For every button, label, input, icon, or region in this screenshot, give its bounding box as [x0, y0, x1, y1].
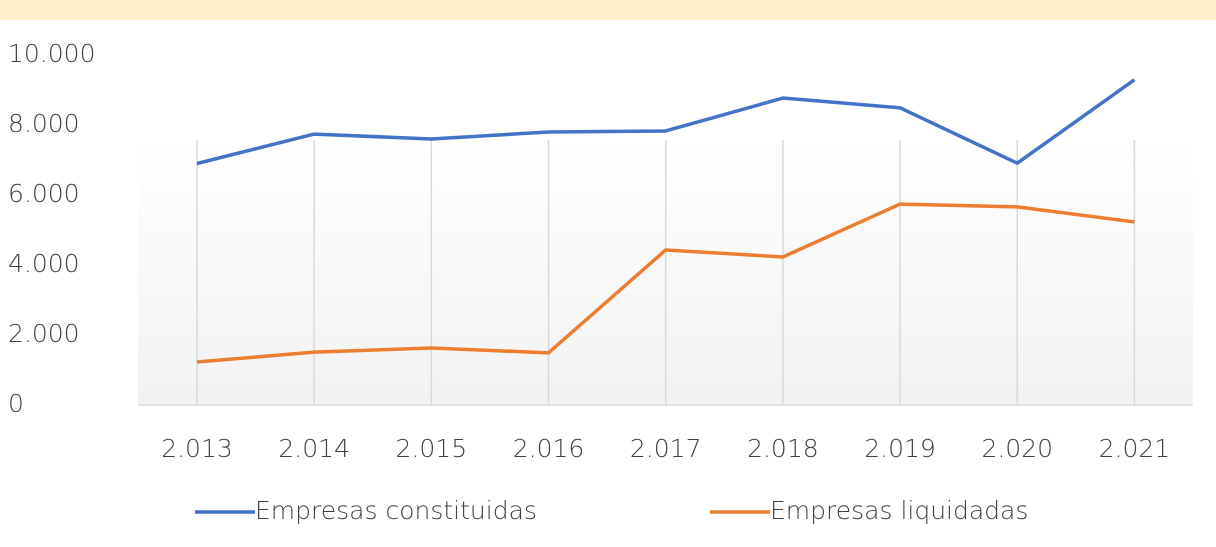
y-tick-label: 2.000: [8, 319, 80, 348]
x-tick-label: 2.016: [513, 434, 585, 463]
legend-label: Empresas constituidas: [255, 496, 537, 525]
y-tick-label: 8.000: [8, 109, 80, 138]
line-series: [196, 202, 1135, 364]
x-tick-label: 2.019: [864, 434, 936, 463]
x-tick-label: 2.014: [278, 434, 350, 463]
x-tick-label: 2.017: [630, 434, 702, 463]
x-tick-label: 2.015: [396, 434, 468, 463]
y-tick-label: 0: [8, 389, 24, 418]
legend-label: Empresas liquidadas: [770, 496, 1028, 525]
x-tick-label: 2.021: [1099, 434, 1171, 463]
y-tick-label: 10.000: [8, 39, 95, 68]
x-tick-label: 2.020: [981, 434, 1053, 463]
x-tick-label: 2.018: [747, 434, 819, 463]
y-tick-label: 6.000: [8, 179, 80, 208]
line-series: [196, 78, 1136, 166]
y-tick-label: 4.000: [8, 249, 80, 278]
top-band: [0, 0, 1216, 20]
x-tick-label: 2.013: [161, 434, 233, 463]
